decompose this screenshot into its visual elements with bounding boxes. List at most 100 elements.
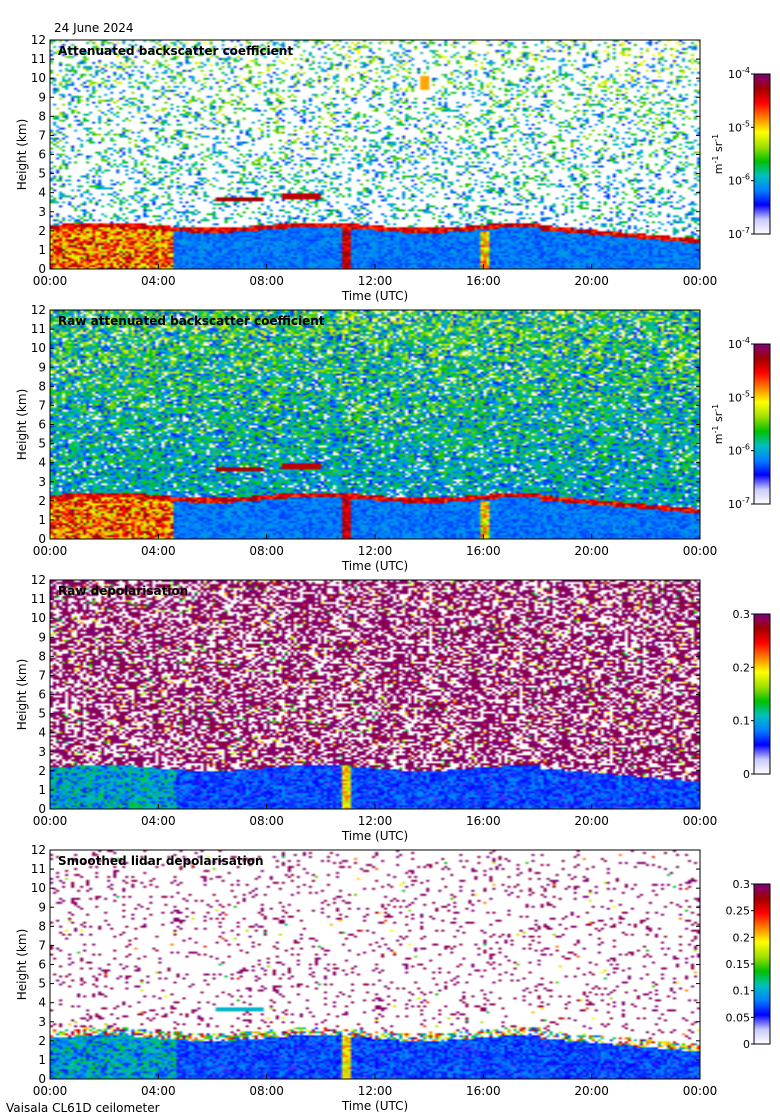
y-axis-label: Height (km) bbox=[15, 389, 29, 460]
x-tick-label: 08:00 bbox=[249, 274, 284, 288]
y-tick-label: 8 bbox=[38, 109, 46, 123]
y-tick-label: 9 bbox=[38, 90, 46, 104]
y-tick-label: 6 bbox=[38, 418, 46, 432]
x-tick-label: 04:00 bbox=[141, 274, 176, 288]
x-axis-label: Time (UTC) bbox=[341, 559, 408, 573]
heatmap-image bbox=[50, 850, 700, 1079]
colorbar-tick-label: 0.3 bbox=[733, 608, 751, 621]
x-tick-label: 20:00 bbox=[574, 544, 609, 558]
panel-title: Attenuated backscatter coefficient bbox=[58, 44, 293, 58]
heatmap-image bbox=[50, 580, 700, 809]
x-tick-label: 12:00 bbox=[358, 1084, 393, 1098]
y-tick-label: 1 bbox=[38, 243, 46, 257]
y-tick-label: 1 bbox=[38, 1053, 46, 1067]
x-tick-label: 04:00 bbox=[141, 814, 176, 828]
y-tick-label: 10 bbox=[31, 611, 46, 625]
colorbar-tick-label: 10-7 bbox=[728, 496, 750, 511]
x-tick-label: 00:00 bbox=[33, 544, 68, 558]
colorbar-tick-label: 10-7 bbox=[728, 226, 750, 241]
x-tick-label: 00:00 bbox=[33, 1084, 68, 1098]
colorbar bbox=[753, 73, 771, 235]
panel-1: Attenuated backscatter coefficient012345… bbox=[15, 33, 771, 303]
colorbar-tick-label: 10-4 bbox=[728, 336, 750, 351]
y-tick-label: 7 bbox=[38, 938, 46, 952]
x-tick-label: 00:00 bbox=[33, 274, 68, 288]
colorbar-tick-label: 10-6 bbox=[728, 173, 750, 188]
x-tick-label: 20:00 bbox=[574, 1084, 609, 1098]
heatmap-image bbox=[50, 40, 700, 269]
colorbar bbox=[753, 613, 771, 775]
panel-title: Raw depolarisation bbox=[58, 584, 188, 598]
panel-2: Raw attenuated backscatter coefficient 0 1… bbox=[15, 303, 771, 573]
y-tick-label: 0 bbox=[38, 262, 46, 276]
y-tick-label: 12 bbox=[31, 33, 46, 47]
y-tick-label: 2 bbox=[38, 1034, 46, 1048]
x-axis-label: Time (UTC) bbox=[341, 829, 408, 843]
x-tick-label: 00:00 bbox=[683, 1084, 718, 1098]
y-tick-label: 4 bbox=[38, 456, 46, 470]
x-tick-label: 04:00 bbox=[141, 544, 176, 558]
y-tick-label: 9 bbox=[38, 900, 46, 914]
y-tick-label: 3 bbox=[38, 205, 46, 219]
x-axis-label: Time (UTC) bbox=[341, 1099, 408, 1113]
y-tick-label: 9 bbox=[38, 630, 46, 644]
colorbar-unit: m-1 sr-1 bbox=[711, 404, 725, 444]
colorbar bbox=[753, 343, 771, 505]
y-tick-label: 6 bbox=[38, 148, 46, 162]
x-tick-label: 12:00 bbox=[358, 274, 393, 288]
panel-title: Raw attenuated backscatter coefficient bbox=[58, 314, 325, 328]
x-tick-label: 00:00 bbox=[683, 274, 718, 288]
panel-title: Smoothed lidar depolarisation bbox=[58, 854, 264, 868]
colorbar-tick-label: 0.05 bbox=[726, 1011, 751, 1024]
colorbar-tick-label: 0.3 bbox=[733, 878, 751, 891]
colorbar-tick-label: 10-5 bbox=[728, 389, 750, 404]
y-tick-label: 3 bbox=[38, 745, 46, 759]
x-axis-label: Time (UTC) bbox=[341, 289, 408, 303]
y-tick-label: 0 bbox=[38, 802, 46, 816]
y-tick-label: 8 bbox=[38, 649, 46, 663]
y-tick-label: 4 bbox=[38, 186, 46, 200]
heatmap-image bbox=[50, 310, 700, 539]
y-tick-label: 12 bbox=[31, 573, 46, 587]
y-tick-label: 8 bbox=[38, 919, 46, 933]
y-tick-label: 10 bbox=[31, 881, 46, 895]
colorbar-unit: m-1 sr-1 bbox=[711, 134, 725, 174]
y-tick-label: 0 bbox=[38, 1072, 46, 1086]
x-tick-label: 12:00 bbox=[358, 814, 393, 828]
x-tick-label: 08:00 bbox=[249, 814, 284, 828]
colorbar-tick-label: 0.25 bbox=[726, 905, 751, 918]
x-tick-label: 16:00 bbox=[466, 544, 501, 558]
colorbar-tick-label: 10-6 bbox=[728, 443, 750, 458]
y-tick-label: 11 bbox=[31, 592, 46, 606]
colorbar-tick-label: 0.1 bbox=[733, 985, 751, 998]
y-tick-label: 2 bbox=[38, 764, 46, 778]
panel-4: Smoothed lidar depolarisation01234567891… bbox=[15, 843, 771, 1113]
y-axis-label: Height (km) bbox=[15, 119, 29, 190]
y-tick-label: 4 bbox=[38, 726, 46, 740]
y-tick-label: 5 bbox=[38, 977, 46, 991]
y-tick-label: 5 bbox=[38, 707, 46, 721]
x-tick-label: 04:00 bbox=[141, 1084, 176, 1098]
y-tick-label: 6 bbox=[38, 688, 46, 702]
x-tick-label: 16:00 bbox=[466, 1084, 501, 1098]
y-tick-label: 1 bbox=[38, 513, 46, 527]
x-tick-label: 16:00 bbox=[466, 274, 501, 288]
y-tick-label: 7 bbox=[38, 398, 46, 412]
x-tick-label: 00:00 bbox=[683, 814, 718, 828]
x-tick-label: 16:00 bbox=[466, 814, 501, 828]
y-tick-label: 5 bbox=[38, 437, 46, 451]
y-axis-label: Height (km) bbox=[15, 659, 29, 730]
y-tick-label: 8 bbox=[38, 379, 46, 393]
date-label: 24 June 2024 bbox=[54, 21, 134, 35]
colorbar-tick-label: 0.2 bbox=[733, 931, 751, 944]
y-tick-label: 5 bbox=[38, 167, 46, 181]
colorbar-tick-label: 0 bbox=[743, 768, 750, 781]
x-tick-label: 20:00 bbox=[574, 814, 609, 828]
x-tick-label: 08:00 bbox=[249, 1084, 284, 1098]
y-tick-label: 12 bbox=[31, 843, 46, 857]
colorbar-tick-label: 0.1 bbox=[733, 715, 751, 728]
y-tick-label: 2 bbox=[38, 224, 46, 238]
y-tick-label: 11 bbox=[31, 52, 46, 66]
